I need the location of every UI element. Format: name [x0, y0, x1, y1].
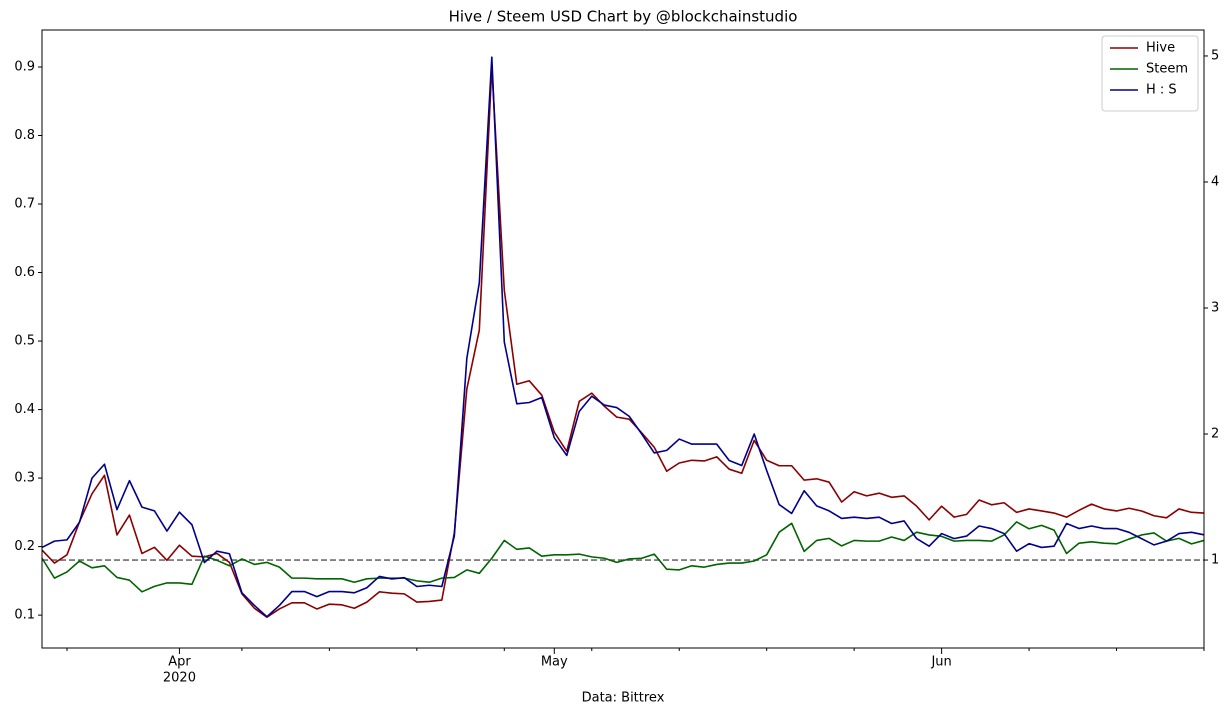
series-line	[41, 521, 1205, 593]
legend-label: H : S	[1146, 83, 1177, 98]
y2-tick-label: 1	[1211, 553, 1219, 568]
legend-box	[1101, 35, 1199, 112]
y2-tick-label: 4	[1211, 174, 1219, 189]
y-tick-label: 0.8	[14, 128, 35, 143]
y2-tick-label: 5	[1211, 48, 1219, 63]
y-tick-label: 0.6	[14, 265, 35, 280]
x-year-label: 2020	[163, 671, 196, 686]
chart-title: Hive / Steem USD Chart by @blockchainstu…	[449, 8, 798, 26]
series-line	[41, 56, 1205, 618]
legend-label: Steem	[1146, 62, 1188, 77]
y-tick-label: 0.9	[14, 59, 35, 74]
x-tick-label: May	[541, 655, 568, 670]
x-tick-label: Jun	[930, 655, 951, 670]
y-tick-label: 0.5	[14, 334, 35, 349]
y-tick-label: 0.2	[14, 539, 35, 554]
plot-frame	[41, 29, 1205, 649]
y2-tick-label: 3	[1211, 300, 1219, 315]
y-tick-label: 0.7	[14, 197, 35, 212]
y-tick-label: 0.1	[14, 608, 35, 623]
legend-label: Hive	[1146, 41, 1175, 56]
y2-tick-label: 2	[1211, 427, 1219, 442]
x-axis-label: Data: Bittrex	[582, 691, 665, 706]
series-line	[41, 66, 1205, 618]
legend: Hive Steem H : S	[1101, 35, 1199, 112]
y-tick-label: 0.4	[14, 402, 35, 417]
x-tick-label: Apr	[168, 655, 191, 670]
y-tick-label: 0.3	[14, 471, 35, 486]
